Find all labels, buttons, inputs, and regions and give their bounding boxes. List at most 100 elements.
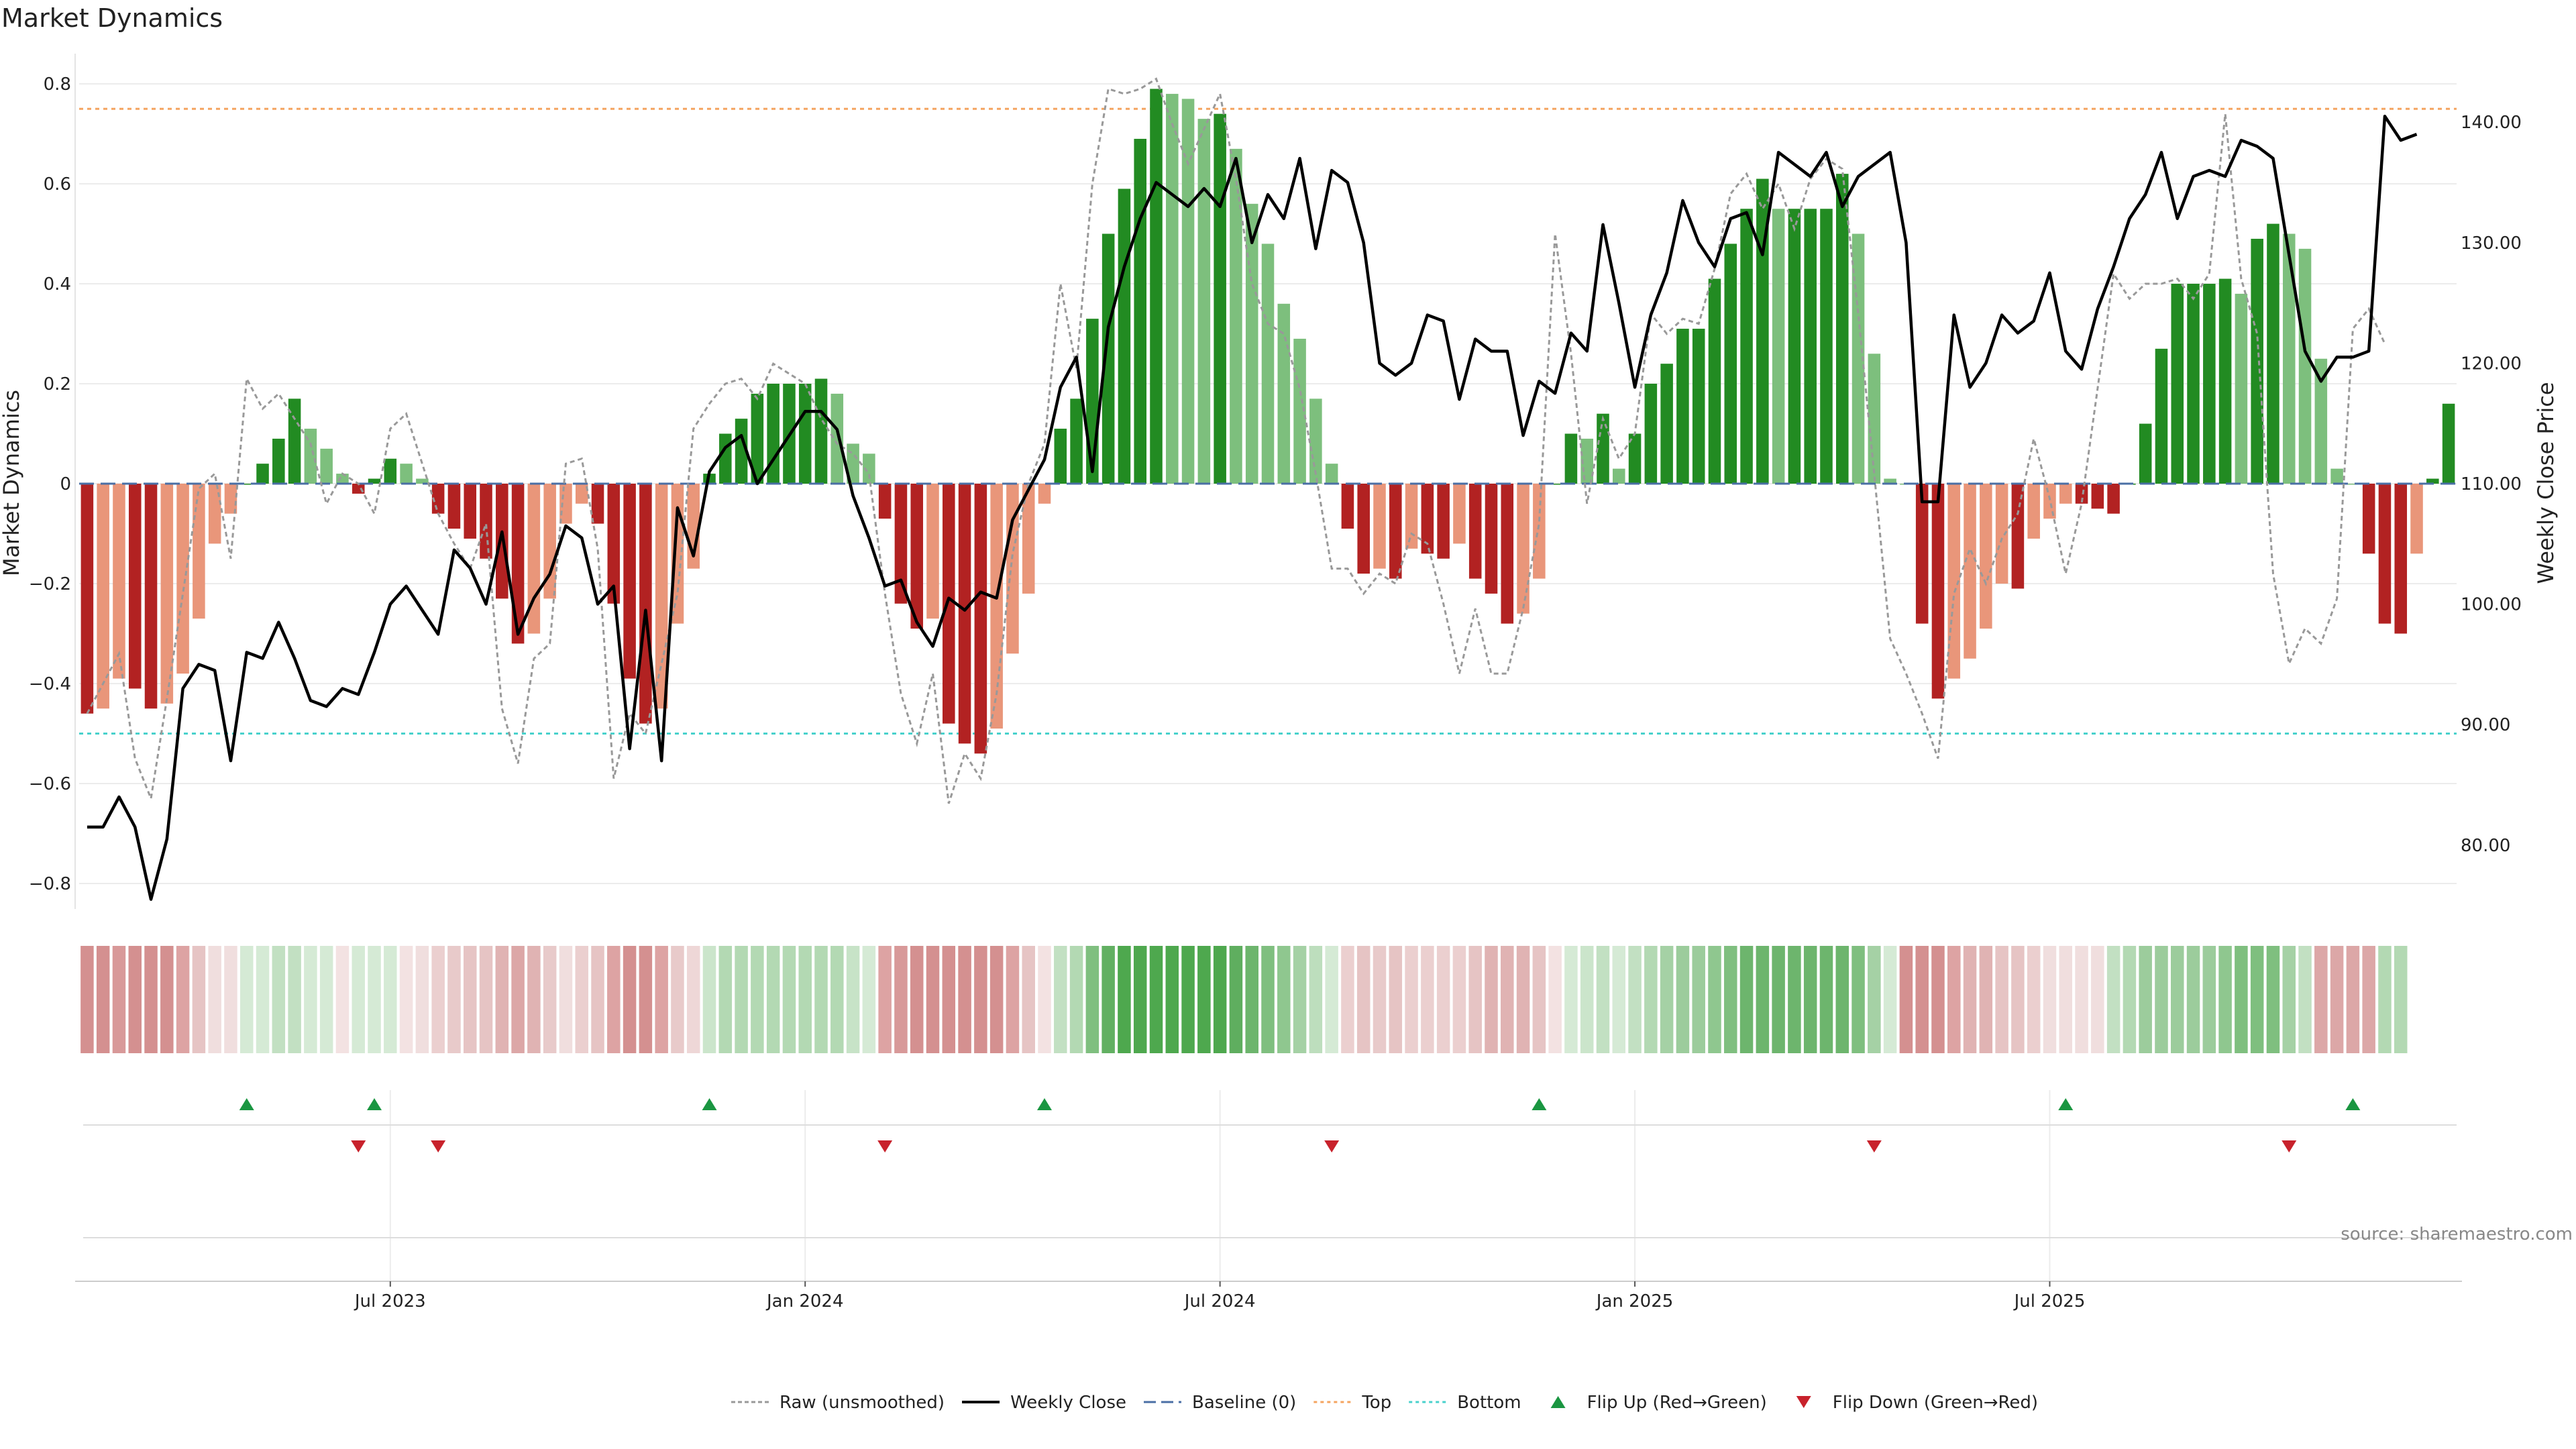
momentum-bar [1597,413,1609,484]
momentum-bar [894,484,908,604]
source-text: source: sharemaestro.com [2341,1224,2573,1244]
legend-label: Flip Up (Red→Green) [1587,1393,1767,1413]
strip-cell [96,946,110,1053]
y-axis-label: Market Dynamics [0,390,24,576]
strip-cell [1229,946,1243,1053]
momentum-bar [2107,484,2120,514]
momentum-bar [1868,354,1881,484]
strip-cell [447,946,461,1053]
weekly-close-series [87,114,2418,901]
momentum-bar [2011,484,2025,589]
flip-down-marker [1324,1140,1340,1152]
momentum-bar [1756,178,1769,484]
momentum-bar [2442,403,2455,484]
strip-cell [1739,946,1754,1053]
legend-label: Flip Down (Green→Red) [1833,1393,2038,1413]
momentum-bar [256,464,269,484]
momentum-bar [543,484,556,599]
threshold-lines [79,107,2457,735]
strip-cell [2091,946,2104,1053]
momentum-bar [1245,203,1258,484]
strip-cell [1868,946,1881,1053]
flip-markers-panel [75,1098,2462,1282]
strip-cell [1979,946,1993,1053]
strip-cell [1436,946,1450,1053]
strip-cell [239,946,254,1053]
momentum-bar [1835,174,1849,484]
momentum-bar [208,484,221,544]
momentum-bar [1341,484,1354,529]
momentum-bar [719,433,732,484]
x-tick-label: Jan 2024 [765,1291,844,1311]
momentum-bar [1325,464,1338,484]
strip-cell [2011,946,2025,1053]
momentum-bar [1851,233,1865,484]
momentum-bar [1405,484,1418,549]
momentum-bar [1214,113,1226,484]
momentum-bar [1820,209,1833,484]
momentum-bar [1022,484,1035,594]
strip-cell [1915,946,1929,1053]
momentum-bar [926,484,939,619]
strip-cell [894,946,908,1053]
momentum-bar [1980,484,1992,629]
momentum-bar [575,484,588,504]
momentum-bar [1804,209,1817,484]
momentum-bar [2075,484,2088,504]
strip-cell [160,946,174,1053]
momentum-bar [2218,278,2232,484]
strip-cell [128,946,142,1053]
y2-tick-label: 80.00 [2461,836,2510,856]
y-tick-label: −0.2 [29,574,71,594]
flip-down-marker [1866,1140,1882,1152]
strip-cell [1995,946,2008,1053]
strip-cell [1819,946,1833,1053]
strip-cell [1756,946,1770,1053]
momentum-bar [1548,484,1562,485]
legend-item-bottom: Bottom [1409,1393,1521,1413]
y-tick-label: 0.2 [44,374,71,394]
momentum-bar [2171,284,2184,484]
strip-cell [1197,946,1211,1053]
strip-cell [718,946,733,1053]
strip-cell [1149,946,1163,1053]
momentum-bar [368,478,381,484]
strip-cell [1644,946,1658,1053]
momentum-bar [1533,484,1546,579]
strip-cell [1038,946,1051,1053]
momentum-bar [1277,303,1291,484]
strip-cell [1165,946,1179,1053]
momentum-bar [1038,484,1051,504]
strip-cell [1772,946,1785,1053]
regime-heat-strip [80,946,2408,1053]
strip-cell [974,946,987,1053]
strip-cell [2362,946,2375,1053]
momentum-bar [2314,358,2328,484]
strip-cell [208,946,221,1053]
flip-up-marker [702,1098,717,1110]
y2-tick-label: 110.00 [2461,474,2522,494]
strip-cell [989,946,1004,1053]
y2-tick-label: 130.00 [2461,233,2522,254]
strip-cell [2378,946,2392,1053]
momentum-bar [1676,329,1689,484]
strip-cell [80,946,94,1053]
strip-cell [2330,946,2344,1053]
strip-cell [1485,946,1498,1053]
legend-item-flip-up: Flip Up (Red→Green) [1550,1393,1767,1413]
momentum-bar [320,448,333,484]
strip-cell [2075,946,2088,1053]
strip-cell [2202,946,2216,1053]
momentum-bar [304,429,317,484]
momentum-bar [1517,484,1529,614]
strip-cell [431,946,445,1053]
y2-axis-label: Weekly Close Price [2533,382,2559,584]
strip-cell [607,946,621,1053]
momentum-bar [559,484,572,524]
momentum-bar [1884,478,1896,484]
legend-label: Top [1361,1393,1391,1413]
y-tick-label: −0.6 [29,774,71,794]
momentum-bar [1453,484,1466,544]
y-tick-label: 0 [60,474,71,494]
momentum-bar [1724,244,1737,484]
